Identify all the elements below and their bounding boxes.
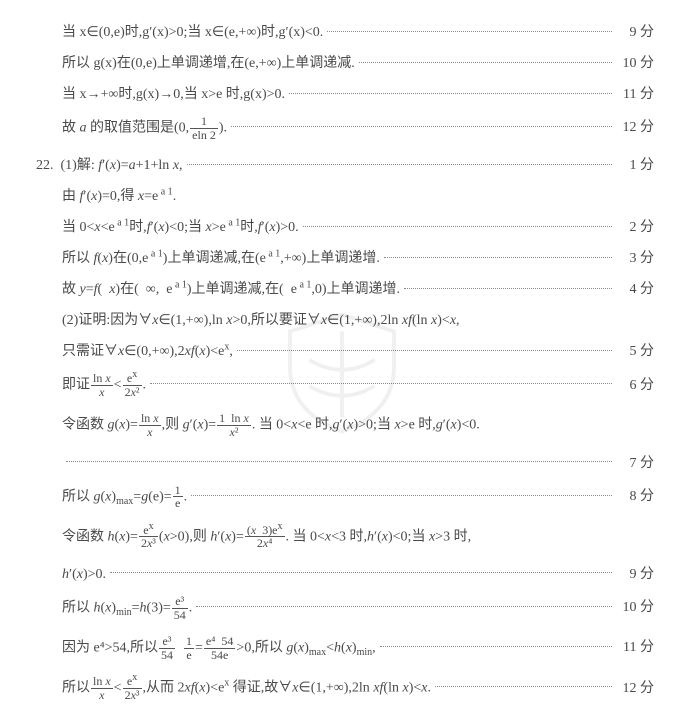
score: 9 分	[616, 22, 654, 43]
solution-body: 当 x∈(0,e)时,g′(x)>0;当 x∈(e,+∞)时,g′(x)<0. …	[36, 22, 654, 702]
score: 12 分	[616, 117, 654, 138]
math-text: 只需证∀x∈(0,+∞),2xf(x)<ex,	[62, 341, 233, 362]
leader-dots	[231, 126, 612, 127]
line-q22: 22. (1)解: f′(x)=a+1+ln x, 1 分	[36, 155, 654, 176]
math-text: 当 x∈(0,e)时,g′(x)>0;当 x∈(e,+∞)时,g′(x)<0.	[62, 22, 323, 43]
math-text: 故 a 的取值范围是(0,1eln 2).	[62, 115, 227, 141]
score: 4 分	[616, 279, 654, 300]
line: 所以 h(x)min=h(3)=e³54. 10 分	[36, 595, 654, 621]
line: 所以 g(x)在(0,e)上单调递增,在(e,+∞)上单调递减. 10 分	[36, 53, 654, 74]
math-text: 当 x→+∞时,g(x)→0,当 x>e 时,g(x)>0.	[62, 84, 285, 105]
leader-dots	[237, 350, 612, 351]
leader-dots	[289, 93, 612, 94]
score: 7 分	[616, 453, 654, 474]
math-text: 令函数 h(x)=ex2x³(x>0),则 h′(x)=(x 3)ex2x⁴. …	[62, 524, 471, 550]
score: 10 分	[616, 53, 654, 74]
line: 所以 f(x)在(0,e a 1)上单调递减,在(e a 1,+∞)上单调递增.…	[36, 248, 654, 269]
line: 当 x∈(0,e)时,g′(x)>0;当 x∈(e,+∞)时,g′(x)<0. …	[36, 22, 654, 43]
leader-dots	[66, 461, 612, 462]
math-text: (2)证明:因为∀x∈(1,+∞),ln x>0,所以要证∀x∈(1,+∞),2…	[62, 310, 460, 331]
math-text: 由 f′(x)=0,得 x=e a 1.	[62, 186, 176, 207]
score: 9 分	[616, 564, 654, 585]
math-text: 当 0<x<e a 1时,f′(x)<0;当 x>e a 1时,f′(x)>0.	[62, 217, 299, 238]
math-text: 所以 f(x)在(0,e a 1)上单调递减,在(e a 1,+∞)上单调递增.	[62, 248, 380, 269]
line: 故 y=f( x)在( ∞, e a 1)上单调递减,在( e a 1,0)上单…	[36, 279, 654, 300]
math-text: 22. (1)解: f′(x)=a+1+ln x,	[36, 155, 183, 176]
score: 12 分	[616, 678, 654, 699]
leader-dots	[380, 646, 612, 647]
leader-dots	[150, 383, 612, 384]
leader-dots	[191, 495, 612, 496]
line: (2)证明:因为∀x∈(1,+∞),ln x>0,所以要证∀x∈(1,+∞),2…	[36, 310, 654, 331]
line: 只需证∀x∈(0,+∞),2xf(x)<ex, 5 分	[36, 341, 654, 362]
leader-dots	[404, 288, 612, 289]
leader-dots	[327, 31, 612, 32]
math-text: 即证ln xx<ex2x².	[62, 372, 146, 398]
leader-dots	[384, 257, 612, 258]
line: 当 0<x<e a 1时,f′(x)<0;当 x>e a 1时,f′(x)>0.…	[36, 217, 654, 238]
leader-dots	[303, 226, 612, 227]
score: 8 分	[616, 486, 654, 507]
score: 5 分	[616, 341, 654, 362]
line: 由 f′(x)=0,得 x=e a 1.	[36, 186, 654, 207]
leader-dots	[435, 686, 612, 687]
score: 1 分	[616, 155, 654, 176]
score: 11 分	[616, 637, 654, 658]
line: h′(x)>0. 9 分	[36, 564, 654, 585]
math-text: 因为 e⁴>54,所以e³54 1e=e⁴ 5454e>0,所以 g(x)max…	[62, 635, 376, 661]
math-text: 故 y=f( x)在( ∞, e a 1)上单调递减,在( e a 1,0)上单…	[62, 279, 400, 300]
math-text: 所以 h(x)min=h(3)=e³54.	[62, 595, 192, 621]
leader-dots	[187, 164, 612, 165]
line: 所以ln xx<ex2x³,从而 2xf(x)<ex 得证,故∀x∈(1,+∞)…	[36, 675, 654, 701]
line: 当 x→+∞时,g(x)→0,当 x>e 时,g(x)>0. 11 分	[36, 84, 654, 105]
line: 令函数 g(x)=ln xx,则 g′(x)=1 ln xx². 当 0<x<e…	[36, 412, 654, 438]
score: 2 分	[616, 217, 654, 238]
score: 11 分	[616, 84, 654, 105]
leader-dots	[196, 606, 612, 607]
line: 所以 g(x)max=g(e)=1e. 8 分	[36, 484, 654, 510]
math-text: 所以 g(x)在(0,e)上单调递增,在(e,+∞)上单调递减.	[62, 53, 355, 74]
line: 即证ln xx<ex2x². 6 分	[36, 372, 654, 398]
leader-dots	[110, 572, 612, 573]
math-text: 所以ln xx<ex2x³,从而 2xf(x)<ex 得证,故∀x∈(1,+∞)…	[62, 675, 431, 701]
score: 10 分	[616, 597, 654, 618]
line: 令函数 h(x)=ex2x³(x>0),则 h′(x)=(x 3)ex2x⁴. …	[36, 524, 654, 550]
line: 因为 e⁴>54,所以e³54 1e=e⁴ 5454e>0,所以 g(x)max…	[36, 635, 654, 661]
math-text: h′(x)>0.	[62, 564, 106, 585]
score: 3 分	[616, 248, 654, 269]
line: 故 a 的取值范围是(0,1eln 2). 12 分	[36, 115, 654, 141]
score: 6 分	[616, 375, 654, 396]
line: 7 分	[36, 453, 654, 474]
math-text: 所以 g(x)max=g(e)=1e.	[62, 484, 187, 510]
math-text: 令函数 g(x)=ln xx,则 g′(x)=1 ln xx². 当 0<x<e…	[62, 412, 480, 438]
leader-dots	[359, 62, 612, 63]
